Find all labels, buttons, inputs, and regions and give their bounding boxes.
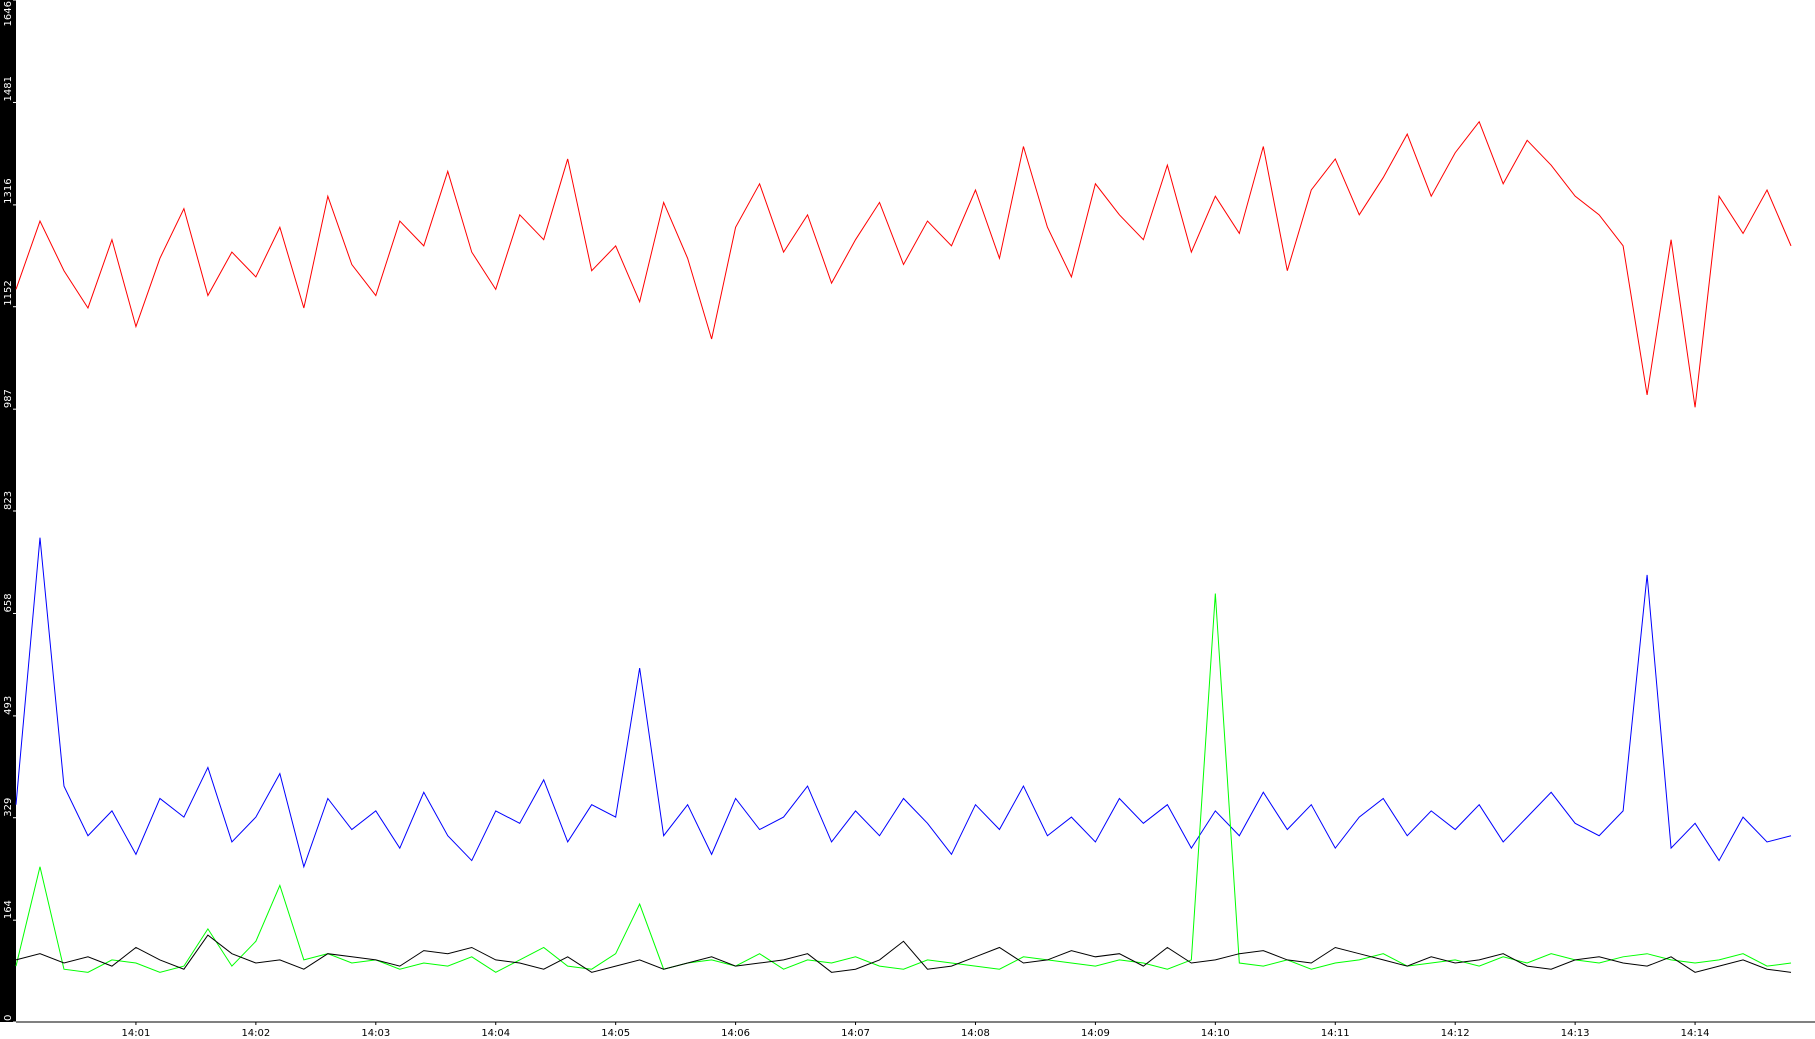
y-tick-label: 1481 — [3, 76, 14, 101]
x-tick-label: 14:10 — [1201, 1028, 1230, 1039]
x-tick-label: 14:05 — [601, 1028, 630, 1039]
y-tick-label: 1152 — [3, 280, 14, 305]
y-tick-label: 823 — [3, 491, 14, 510]
x-tick-label: 14:12 — [1441, 1028, 1470, 1039]
y-tick-label: 493 — [3, 696, 14, 715]
y-axis-strip — [0, 0, 16, 1022]
x-tick-label: 14:04 — [481, 1028, 510, 1039]
x-tick-label: 14:11 — [1321, 1028, 1350, 1039]
y-tick-label: 1646 — [3, 1, 14, 26]
x-tick-label: 14:06 — [721, 1028, 750, 1039]
series-line — [15, 593, 1792, 973]
y-tick-label: 164 — [3, 900, 14, 919]
y-tick-label: 1316 — [3, 178, 14, 203]
x-tick-label: 14:08 — [961, 1028, 990, 1039]
series-line — [15, 120, 1792, 408]
x-tick-label: 14:07 — [841, 1028, 870, 1039]
x-tick-label: 14:03 — [361, 1028, 390, 1039]
x-tick-label: 14:13 — [1561, 1028, 1590, 1039]
x-tick-label: 14:02 — [241, 1028, 270, 1039]
y-tick-label: 987 — [3, 389, 14, 408]
series-line — [15, 537, 1792, 869]
x-tick-label: 14:09 — [1081, 1028, 1110, 1039]
x-tick-label: 14:01 — [122, 1028, 151, 1039]
series-line — [15, 934, 1792, 973]
y-tick-label: 329 — [3, 798, 14, 817]
y-tick-label: 658 — [3, 593, 14, 612]
x-tick-label: 14:14 — [1681, 1028, 1710, 1039]
y-tick-label: 0 — [3, 1015, 14, 1021]
